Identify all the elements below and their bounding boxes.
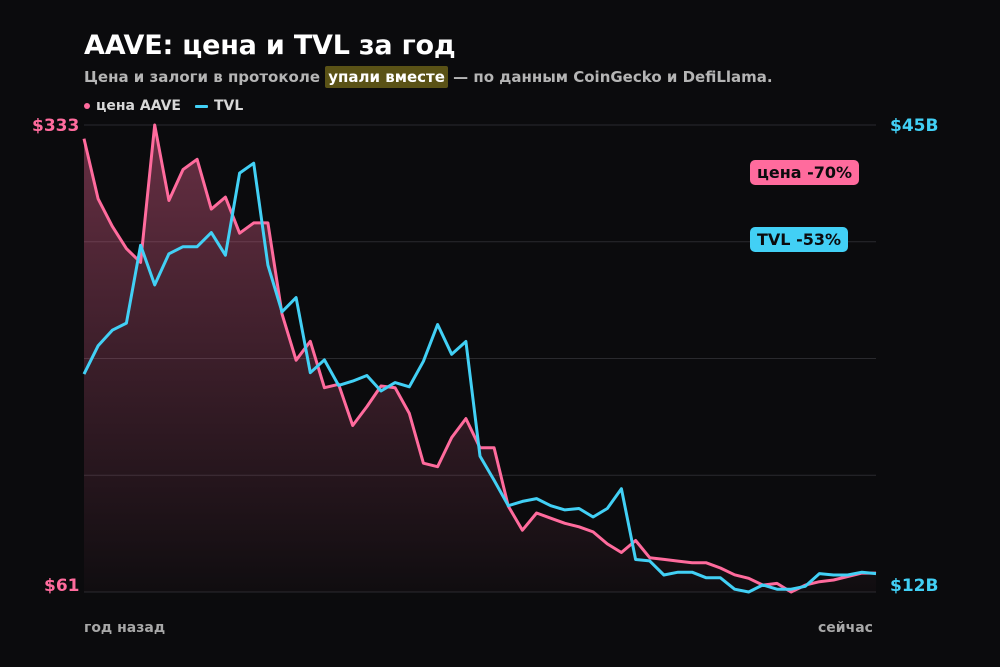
price-area-fill bbox=[84, 125, 876, 592]
x-start-label: год назад bbox=[84, 620, 166, 636]
subtitle-text-after: — по данным CoinGecko и DefiLlama. bbox=[447, 68, 773, 86]
subtitle-text-before: Цена и залоги в протоколе bbox=[84, 68, 326, 86]
y-left-min-label: $61 bbox=[44, 576, 80, 596]
subtitle-highlight: упали вместе bbox=[325, 66, 448, 88]
legend-price-marker bbox=[84, 103, 90, 109]
price-change-badge: цена -70% bbox=[750, 160, 860, 185]
chart-subtitle: Цена и залоги в протоколе упали вместе —… bbox=[84, 66, 773, 88]
legend-item-tvl: TVL bbox=[194, 98, 244, 114]
tvl-change-badge: TVL -53% bbox=[750, 227, 848, 252]
legend-tvl-label: TVL bbox=[213, 98, 244, 114]
chart-title: AAVE: цена и TVL за год bbox=[84, 30, 456, 61]
y-right-max-label: $45B bbox=[890, 116, 939, 136]
x-end-label: сейчас bbox=[818, 620, 873, 636]
legend-tvl-marker bbox=[194, 104, 208, 108]
legend: цена AAVE TVL bbox=[84, 98, 243, 114]
y-right-min-label: $12B bbox=[890, 576, 939, 596]
legend-item-price: цена AAVE bbox=[84, 98, 181, 114]
y-left-max-label: $333 bbox=[32, 116, 80, 136]
legend-price-label: цена AAVE bbox=[96, 98, 181, 114]
tvl-series-line bbox=[82, 161, 877, 594]
